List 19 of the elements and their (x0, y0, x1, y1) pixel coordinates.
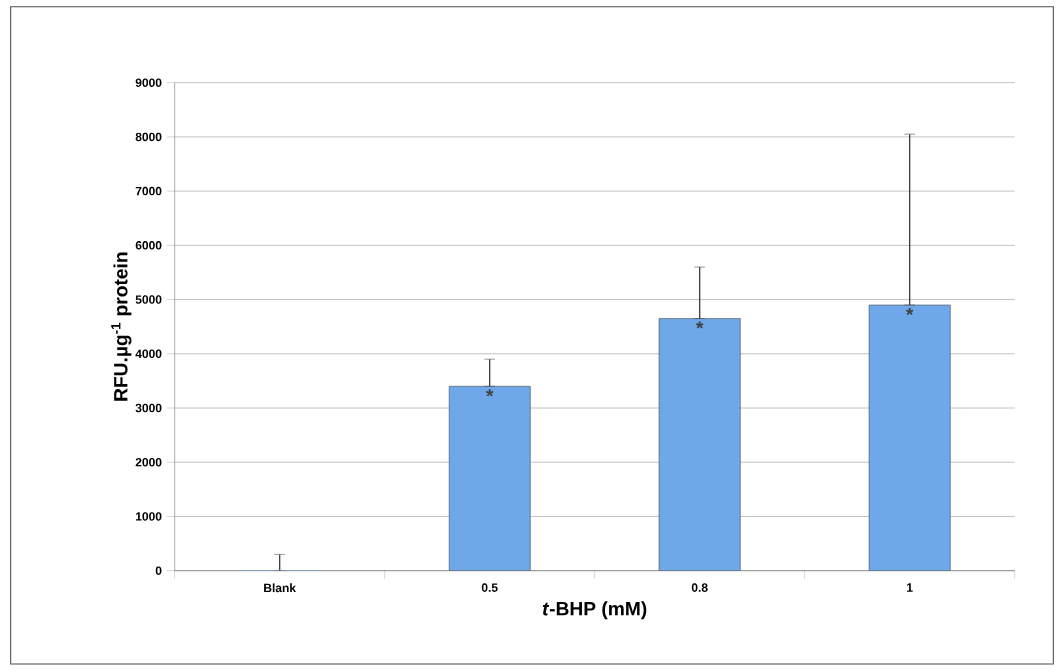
y-tick-label: 7000 (135, 186, 162, 196)
annotation: * (486, 389, 494, 397)
x-tick-label: 1 (907, 583, 913, 592)
y-tick-label: 8000 (135, 132, 162, 142)
y-tick-label: 4000 (135, 349, 162, 359)
y-tick-label: 2000 (135, 457, 162, 467)
y-tick-label: 3000 (135, 403, 162, 413)
annotation: * (906, 307, 914, 316)
y-tick-label: 6000 (135, 241, 162, 250)
annotation: * (696, 321, 704, 329)
x-tick-label: Blank (264, 583, 297, 593)
x-axis-title: t-BHP (mM) (542, 601, 647, 620)
y-tick-label: 9000 (135, 78, 162, 87)
y-tick-label: 5000 (135, 295, 162, 304)
y-tick-label: 1000 (136, 512, 162, 521)
x-tick-label: 0.5 (481, 583, 498, 592)
y-axis-title: RFU.µg$^{-1}$ protein (111, 252, 132, 401)
x-tick-label: 0.8 (691, 583, 708, 592)
y-tick-label: 0 (155, 566, 162, 575)
